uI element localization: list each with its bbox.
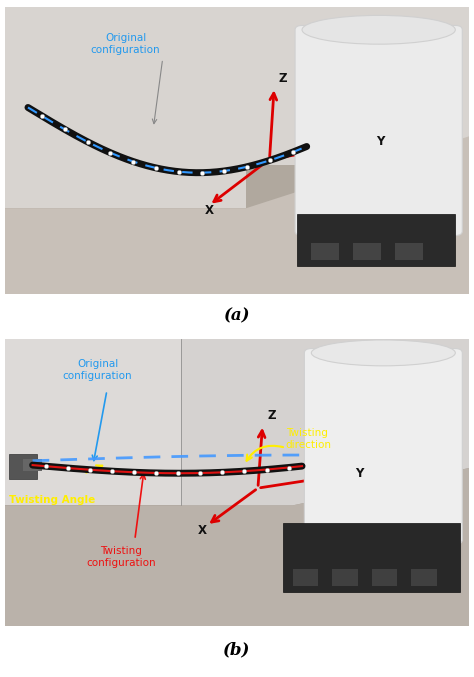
Point (241, 466, 248, 477)
Point (197, 468, 204, 479)
Point (289, 147, 297, 158)
Point (130, 467, 138, 478)
Point (64, 462, 72, 473)
Text: Z: Z (267, 409, 276, 422)
FancyBboxPatch shape (295, 26, 462, 236)
Point (198, 167, 205, 178)
Bar (311, 243, 339, 260)
Text: X: X (198, 524, 207, 537)
Point (174, 468, 182, 479)
Point (84, 136, 91, 147)
Text: Twisting
direction: Twisting direction (286, 429, 332, 450)
Point (152, 162, 160, 173)
Text: Twisting
configuration: Twisting configuration (86, 546, 155, 568)
Bar (353, 243, 381, 260)
Text: Twisting Angle: Twisting Angle (9, 495, 96, 504)
Point (219, 467, 226, 478)
Ellipse shape (302, 16, 456, 44)
Point (129, 156, 137, 167)
Point (285, 462, 292, 473)
Polygon shape (181, 338, 469, 505)
Point (109, 466, 116, 477)
FancyBboxPatch shape (304, 349, 462, 544)
Polygon shape (5, 7, 246, 209)
Text: Original
configuration: Original configuration (63, 359, 132, 381)
Text: (b): (b) (223, 641, 251, 659)
Point (266, 155, 273, 166)
Polygon shape (5, 136, 469, 294)
Bar (9, 454, 37, 479)
Point (38, 110, 46, 121)
Point (107, 148, 114, 158)
Point (86, 464, 94, 475)
Bar (411, 569, 437, 586)
Point (42, 461, 50, 472)
Ellipse shape (311, 340, 456, 366)
Text: Original
configuration: Original configuration (91, 33, 160, 55)
Point (243, 161, 251, 172)
Bar (246, 7, 469, 165)
Text: Z: Z (279, 72, 287, 85)
Text: X: X (204, 204, 213, 217)
Bar (293, 569, 319, 586)
Point (175, 167, 182, 177)
Text: Y: Y (356, 466, 364, 479)
Bar (372, 569, 397, 586)
Bar (283, 523, 460, 592)
Bar (332, 569, 358, 586)
Bar (5, 338, 181, 505)
Text: (a): (a) (224, 307, 250, 324)
Polygon shape (5, 468, 469, 626)
Point (263, 464, 270, 475)
Bar (297, 214, 456, 266)
Point (153, 468, 160, 479)
Bar (23, 459, 42, 471)
Text: Y: Y (376, 135, 385, 148)
Bar (395, 243, 423, 260)
Point (220, 166, 228, 177)
Point (61, 124, 69, 135)
